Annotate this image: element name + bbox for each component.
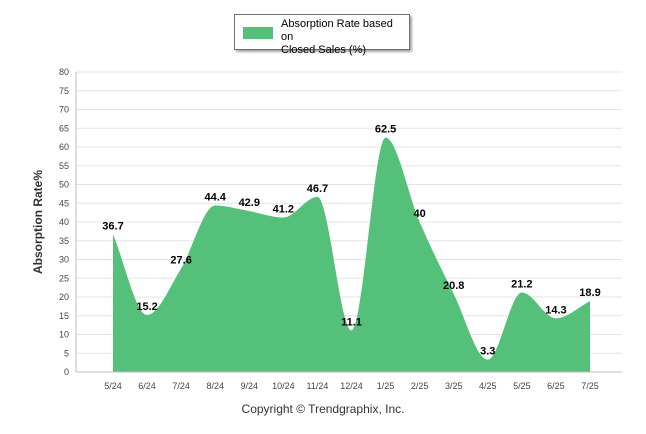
x-tick-label: 6/24 [138,381,156,391]
x-tick-label: 7/24 [172,381,190,391]
y-tick-label: 20 [59,292,69,302]
x-tick-label: 2/25 [411,381,429,391]
y-tick-label: 75 [59,86,69,96]
y-tick-label: 35 [59,236,69,246]
data-label: 3.3 [480,346,495,358]
y-tick-label: 80 [59,67,69,77]
series-area-layer [113,137,590,372]
data-label: 41.2 [273,204,294,216]
y-tick-label: 15 [59,311,69,321]
y-tick-label: 10 [59,330,69,340]
data-label: 40 [414,208,426,220]
x-tick-label: 7/25 [581,381,599,391]
data-label: 62.5 [375,124,396,136]
data-label: 18.9 [579,287,600,299]
tick-labels: 0 5 10 15 20 25 30 35 40 45 50 55 60 65 70 75 80 5/24 6/24… [59,67,599,391]
x-tick-label: 5/24 [104,381,122,391]
copyright-text: Copyright © Trendgraphix, Inc. [241,402,405,416]
y-tick-label: 45 [59,198,69,208]
data-label: 21.2 [511,279,532,291]
x-tick-label: 3/25 [445,381,463,391]
y-tick-label: 65 [59,123,69,133]
data-label: 36.7 [102,220,123,232]
x-tick-label: 9/24 [241,381,259,391]
x-tick-label: 5/25 [513,381,531,391]
data-label: 20.8 [443,280,464,292]
data-label: 44.4 [205,192,227,204]
x-tick-label: 6/25 [547,381,565,391]
y-tick-label: 70 [59,105,69,115]
series-area [113,137,590,372]
legend-label-line2: Closed Sales (%) [281,44,366,56]
data-label: 14.3 [545,304,566,316]
y-tick-label: 30 [59,255,69,265]
data-label: 27.6 [170,255,191,267]
data-label: 15.2 [136,301,157,313]
x-tick-label: 11/24 [306,381,328,391]
x-tick-label: 12/24 [340,381,363,391]
data-label: 42.9 [239,197,260,209]
chart-legend: Absorption Rate based on Closed Sales (%… [234,14,410,56]
y-tick-label: 60 [59,142,69,152]
y-tick-label: 40 [59,217,69,227]
y-tick-label: 25 [59,273,69,283]
legend-label: Absorption Rate based on Closed Sales (%… [281,18,407,57]
y-tick-label: 0 [64,367,69,377]
legend-label-line1: Absorption Rate based on [281,18,393,43]
y-tick-label: 5 [64,348,69,358]
y-tick-label: 50 [59,180,69,190]
legend-swatch [243,27,273,39]
data-labels: 36.7 15.2 27.6 44.4 42.9 41.2 46.7 11.1 62.5 40 20… [102,124,600,358]
x-tick-label: 1/25 [377,381,395,391]
axes [75,72,622,373]
x-tick-label: 10/24 [272,381,295,391]
x-tick-label: 4/25 [479,381,497,391]
x-tick-label: 8/24 [206,381,224,391]
data-label: 11.1 [341,316,362,328]
y-tick-label: 55 [59,161,69,171]
data-label: 46.7 [307,183,328,195]
y-axis-title: Absorption Rate% [31,170,45,274]
